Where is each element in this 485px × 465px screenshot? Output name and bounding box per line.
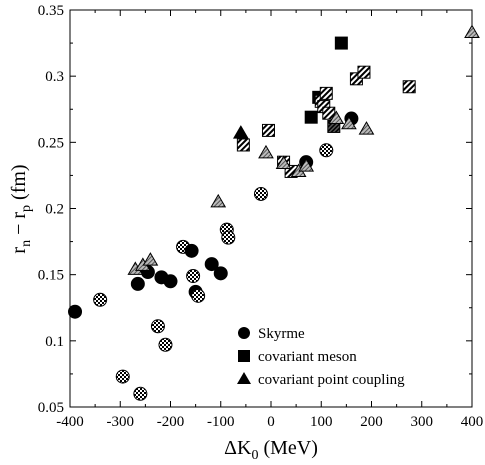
axis-ticks bbox=[69, 9, 473, 408]
x-tick-label: 200 bbox=[360, 414, 383, 430]
covariant-point-coupling-point bbox=[341, 115, 357, 130]
x-tick-label: -100 bbox=[207, 414, 235, 430]
skyrme-point bbox=[204, 257, 219, 272]
covariant-meson-point bbox=[319, 86, 333, 100]
legend-marker-covariant-meson bbox=[238, 350, 250, 362]
skyrme-point bbox=[213, 266, 228, 281]
covariant-point-coupling-point bbox=[275, 155, 292, 170]
covariant-meson-point bbox=[304, 110, 318, 124]
skyrme-point bbox=[163, 274, 178, 289]
covariant-point-coupling-point bbox=[142, 252, 159, 266]
y-tick-label: 0.1 bbox=[45, 334, 64, 350]
legend: Skyrme covariant meson covariant point c… bbox=[237, 326, 405, 388]
legend-marker-covariant-point-coupling bbox=[237, 372, 251, 384]
skyrme-point bbox=[191, 288, 206, 303]
data-points bbox=[68, 24, 480, 401]
y-axis-title: rn − rp (fm) bbox=[8, 164, 34, 253]
legend-label-skyrme: Skyrme bbox=[258, 326, 305, 342]
covariant-point-coupling-point bbox=[464, 24, 480, 38]
covariant-point-coupling-point bbox=[210, 193, 227, 208]
covariant-point-coupling-point bbox=[258, 144, 274, 159]
x-tick-label: 0 bbox=[267, 414, 275, 430]
x-tick-label: 400 bbox=[461, 414, 484, 430]
skyrme-point bbox=[68, 304, 83, 319]
y-tick-label: 0.05 bbox=[38, 400, 64, 416]
y-tick-label: 0.25 bbox=[38, 135, 64, 151]
covariant-meson-point bbox=[334, 36, 348, 50]
y-tick-label: 0.3 bbox=[45, 69, 64, 85]
y-tick-label: 0.35 bbox=[38, 3, 64, 19]
plot-frame bbox=[69, 9, 473, 408]
skyrme-point bbox=[186, 268, 201, 283]
skyrme-point bbox=[221, 230, 236, 245]
skyrme-point bbox=[184, 243, 199, 258]
skyrme-point bbox=[253, 186, 268, 201]
x-tick-label: 300 bbox=[411, 414, 434, 430]
skyrme-point bbox=[130, 276, 145, 291]
legend-marker-skyrme bbox=[238, 327, 250, 339]
legend-label-covariant-meson: covariant meson bbox=[258, 349, 357, 365]
covariant-point-coupling-point bbox=[232, 125, 249, 139]
skyrme-point bbox=[133, 386, 148, 401]
covariant-meson-point bbox=[357, 65, 371, 79]
x-tick-label: 100 bbox=[310, 414, 333, 430]
skyrme-point bbox=[150, 319, 165, 334]
covariant-meson-point bbox=[261, 123, 275, 137]
tick-labels: -400 -300 -200 -100 0 100 200 300 400 0.05 0.1 0.15… bbox=[38, 3, 484, 430]
covariant-meson-point bbox=[402, 80, 416, 94]
covariant-point-coupling-point bbox=[358, 121, 375, 135]
covariant-point-coupling-point bbox=[298, 158, 315, 172]
skyrme-point bbox=[158, 337, 173, 352]
x-tick-label: -300 bbox=[107, 414, 135, 430]
skyrme-point bbox=[115, 369, 130, 384]
skyrme-point bbox=[319, 143, 334, 158]
legend-label-covariant-point-coupling: covariant point coupling bbox=[258, 372, 405, 388]
covariant-point-coupling-point bbox=[328, 110, 345, 125]
y-tick-label: 0.2 bbox=[45, 202, 64, 218]
y-tick-label: 0.15 bbox=[38, 268, 64, 284]
x-axis-title: ΔK0 (MeV) bbox=[224, 437, 318, 463]
x-tick-label: -400 bbox=[56, 414, 84, 430]
covariant-meson-point bbox=[236, 138, 250, 152]
x-tick-label: -200 bbox=[157, 414, 185, 430]
skyrme-point bbox=[93, 292, 108, 307]
